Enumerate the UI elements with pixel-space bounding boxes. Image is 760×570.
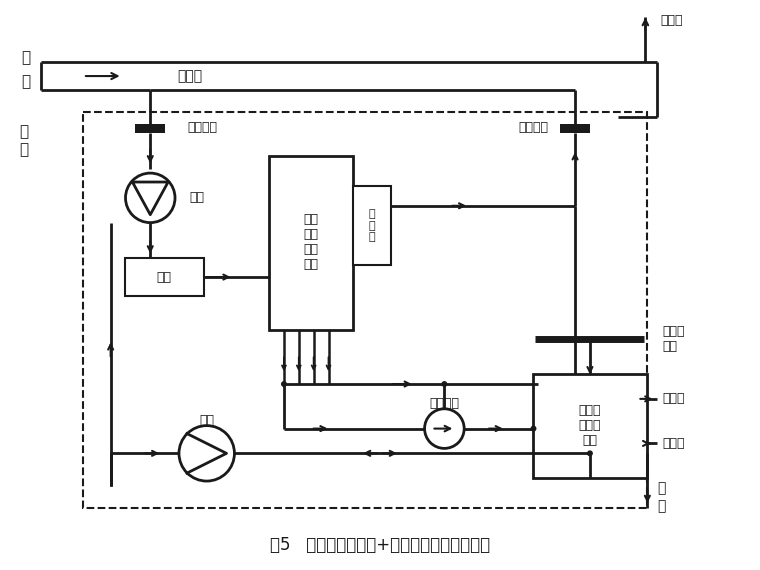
Text: 烟道风门: 烟道风门 [518, 121, 549, 134]
Circle shape [442, 381, 448, 387]
Text: 循环水泵: 循环水泵 [429, 397, 459, 410]
Text: 接烟囱: 接烟囱 [660, 14, 682, 27]
Text: 排: 排 [657, 481, 666, 495]
Text: 风机: 风机 [189, 192, 204, 205]
Text: 排: 排 [19, 124, 28, 139]
Text: 图5   直接接触式换热+吸收式热泵系统流程图: 图5 直接接触式换热+吸收式热泵系统流程图 [270, 536, 490, 555]
Circle shape [587, 450, 593, 457]
Text: 锅: 锅 [21, 50, 30, 65]
Text: 烟: 烟 [19, 142, 28, 157]
Bar [353, 186, 391, 265]
Text: 烟箱: 烟箱 [157, 271, 172, 284]
Bar [269, 156, 353, 329]
Text: 主烟道: 主烟道 [177, 69, 202, 83]
Bar [560, 124, 590, 132]
Text: 烟道风门: 烟道风门 [187, 121, 217, 134]
Bar [135, 124, 165, 132]
Circle shape [530, 426, 537, 431]
Bar [534, 374, 648, 478]
Text: 热水出: 热水出 [662, 392, 685, 405]
Circle shape [536, 381, 541, 387]
Text: 炉: 炉 [21, 75, 30, 89]
Text: 冷水进: 冷水进 [662, 437, 685, 450]
Text: 直接
接触
式换
热器: 直接 接触 式换 热器 [303, 213, 318, 271]
Text: 直燃型
吸收式
热泵: 直燃型 吸收式 热泵 [578, 404, 601, 447]
Text: 天然气
管道: 天然气 管道 [662, 325, 685, 353]
Circle shape [281, 381, 287, 387]
Bar [125, 258, 204, 296]
Text: 风机: 风机 [199, 414, 214, 427]
Bar [83, 112, 648, 508]
Text: 烟: 烟 [657, 499, 666, 513]
Text: 炉
排
烟: 炉 排 烟 [369, 209, 375, 242]
